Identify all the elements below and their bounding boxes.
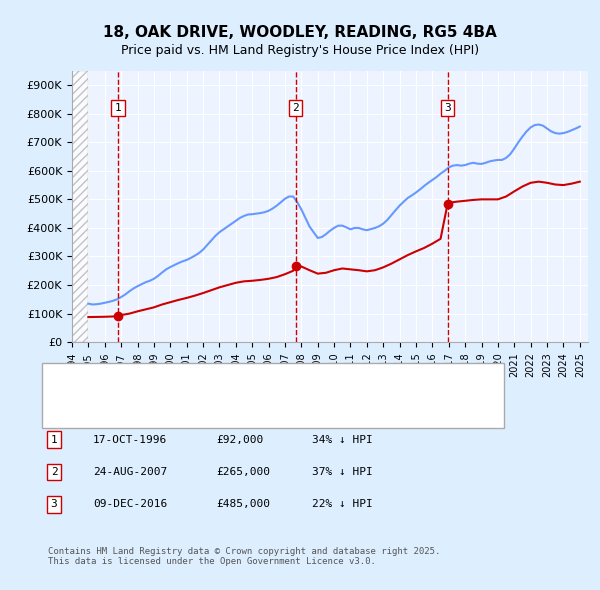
Text: 2: 2 bbox=[50, 467, 58, 477]
Text: 3: 3 bbox=[50, 500, 58, 509]
Text: ——: —— bbox=[78, 400, 106, 414]
Text: £265,000: £265,000 bbox=[216, 467, 270, 477]
Text: ——: —— bbox=[78, 376, 106, 391]
Text: 1: 1 bbox=[115, 103, 121, 113]
Text: 18, OAK DRIVE, WOODLEY, READING, RG5 4BA (detached house): 18, OAK DRIVE, WOODLEY, READING, RG5 4BA… bbox=[111, 379, 449, 388]
Text: 3: 3 bbox=[444, 103, 451, 113]
Text: 17-OCT-1996: 17-OCT-1996 bbox=[93, 435, 167, 444]
Text: 18, OAK DRIVE, WOODLEY, READING, RG5 4BA: 18, OAK DRIVE, WOODLEY, READING, RG5 4BA bbox=[103, 25, 497, 40]
Text: 34% ↓ HPI: 34% ↓ HPI bbox=[312, 435, 373, 444]
Text: 2: 2 bbox=[292, 103, 299, 113]
Text: HPI: Average price, detached house, Wokingham: HPI: Average price, detached house, Woki… bbox=[111, 402, 365, 412]
Text: Contains HM Land Registry data © Crown copyright and database right 2025.
This d: Contains HM Land Registry data © Crown c… bbox=[48, 547, 440, 566]
Text: 24-AUG-2007: 24-AUG-2007 bbox=[93, 467, 167, 477]
Text: 22% ↓ HPI: 22% ↓ HPI bbox=[312, 500, 373, 509]
Text: 37% ↓ HPI: 37% ↓ HPI bbox=[312, 467, 373, 477]
Text: £92,000: £92,000 bbox=[216, 435, 263, 444]
Text: Price paid vs. HM Land Registry's House Price Index (HPI): Price paid vs. HM Land Registry's House … bbox=[121, 44, 479, 57]
Text: £485,000: £485,000 bbox=[216, 500, 270, 509]
Text: 1: 1 bbox=[50, 435, 58, 444]
Text: 09-DEC-2016: 09-DEC-2016 bbox=[93, 500, 167, 509]
